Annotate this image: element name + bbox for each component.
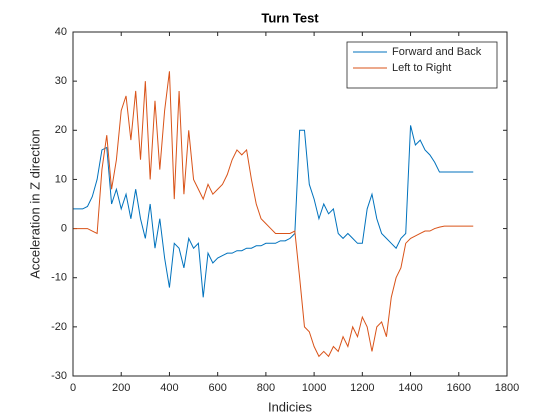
x-tick-label: 1200 bbox=[350, 382, 374, 394]
x-tick-label: 1800 bbox=[495, 382, 519, 394]
y-tick-label: -10 bbox=[51, 272, 67, 284]
y-tick-label: 0 bbox=[61, 222, 67, 234]
y-axis-label: Acceleration in Z direction bbox=[27, 129, 42, 279]
axes-box bbox=[72, 31, 508, 377]
data-line bbox=[73, 125, 474, 298]
legend-label: Left to Right bbox=[392, 62, 451, 74]
x-tick-label: 400 bbox=[160, 382, 178, 394]
chart-title: Turn Test bbox=[261, 10, 319, 25]
y-tick-label: 40 bbox=[55, 26, 67, 38]
y-tick-label: -20 bbox=[51, 321, 67, 333]
data-line bbox=[73, 71, 474, 358]
y-tick-label: 20 bbox=[55, 124, 67, 136]
x-tick-label: 1400 bbox=[398, 382, 422, 394]
legend-box bbox=[346, 41, 498, 89]
x-tick-label: 600 bbox=[208, 382, 226, 394]
x-tick-label: 800 bbox=[257, 382, 275, 394]
x-tick-label: 0 bbox=[70, 382, 76, 394]
x-tick-label: 1600 bbox=[447, 382, 471, 394]
y-tick-label: 10 bbox=[55, 173, 67, 185]
x-axis-label: Indicies bbox=[268, 399, 313, 414]
x-tick-label: 1000 bbox=[302, 382, 326, 394]
legend-label: Forward and Back bbox=[392, 46, 482, 58]
y-tick-label: -30 bbox=[51, 370, 67, 382]
y-tick-label: 30 bbox=[55, 75, 67, 87]
x-tick-label: 200 bbox=[112, 382, 130, 394]
